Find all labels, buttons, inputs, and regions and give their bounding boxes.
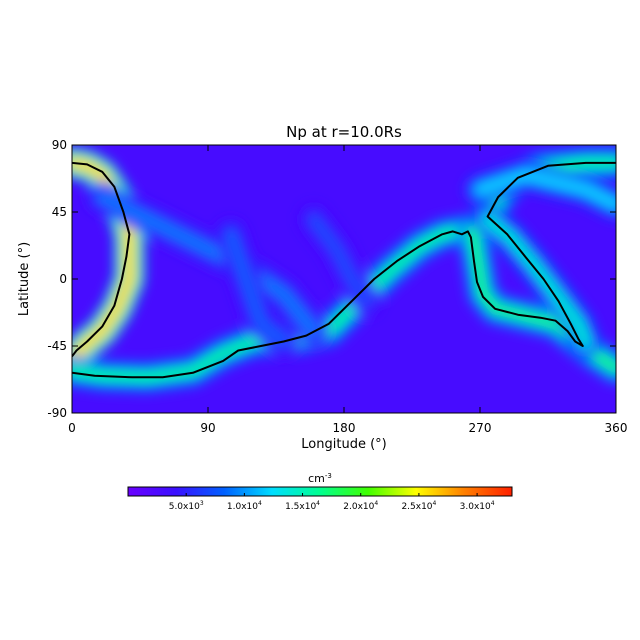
colorbar-unit-label: cm-3	[308, 472, 332, 485]
density-band-8	[474, 168, 616, 211]
y-tick-label: 45	[52, 205, 67, 219]
colorbar-tick-label: 2.5x104	[401, 500, 436, 512]
x-tick-label: 360	[605, 421, 628, 435]
colorbar-unit-exponent: -3	[325, 472, 332, 480]
neutral-lines	[72, 161, 616, 379]
colorbar-unit-base: cm	[308, 472, 325, 485]
y-tick-label: 0	[59, 272, 67, 286]
density-band-7	[307, 213, 373, 308]
x-tick-label: 270	[469, 421, 492, 435]
y-axis-label: Latitude (°)	[17, 242, 32, 316]
chart-title: Np at r=10.0Rs	[286, 123, 402, 141]
x-tick-label: 180	[333, 421, 356, 435]
y-tick-label: 90	[52, 138, 67, 152]
y-axis-ticks: 90 45 0 -45 -90	[47, 138, 616, 420]
plot-area	[72, 145, 616, 413]
colorbar-tick-label: 1.5x104	[285, 500, 320, 512]
density-band-6	[224, 228, 290, 348]
colorbar-tick-label: 2.0x104	[343, 500, 378, 512]
neutral-line-1	[72, 161, 616, 379]
colorbar-tick-label: 1.0x104	[227, 500, 262, 512]
colorbar-gradient	[127, 486, 513, 497]
y-tick-label: -45	[47, 339, 67, 353]
y-tick-label: -90	[47, 406, 67, 420]
density-band-0	[72, 156, 136, 367]
colorbar: cm-3 5.0x103 1.0x104 1.5x104 2.0x104 2.5x104…	[127, 472, 513, 512]
colorbar-ticks: 5.0x103 1.0x104 1.5x104 2.0x104 2.5x104 3.0x1…	[169, 493, 495, 512]
x-tick-label: 90	[200, 421, 215, 435]
x-axis-ticks: 0 90 180 270 360	[68, 145, 627, 435]
neutral-line-0	[72, 161, 131, 358]
x-tick-label: 0	[68, 421, 76, 435]
x-axis-label: Longitude (°)	[301, 437, 386, 452]
colorbar-tick-label: 5.0x103	[169, 500, 204, 512]
colorbar-tick-label: 3.0x104	[460, 500, 495, 512]
